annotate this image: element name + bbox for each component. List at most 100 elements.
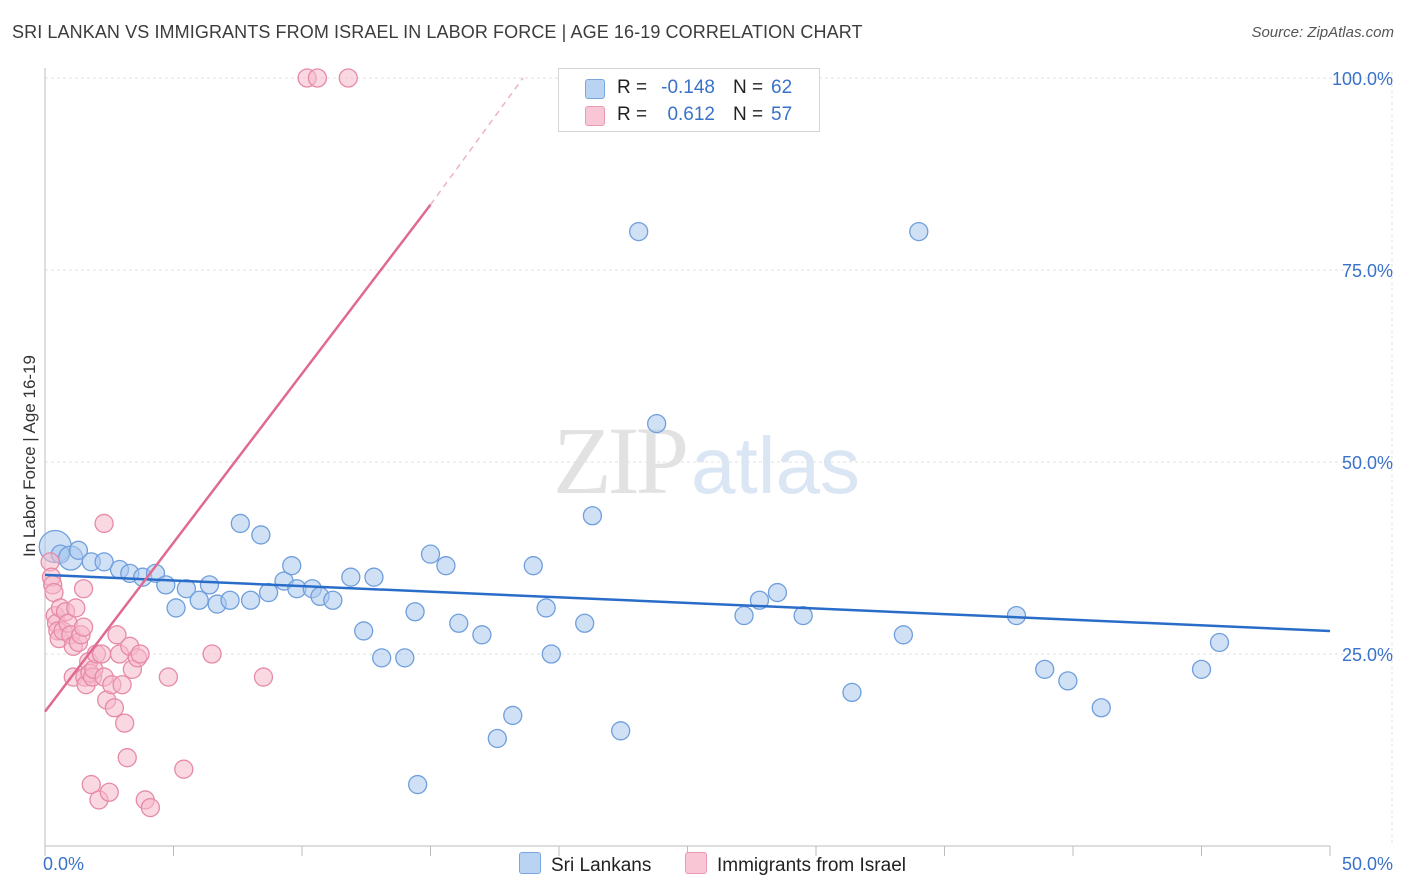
israel-point <box>117 748 137 768</box>
sri-lankan-point <box>94 552 114 572</box>
sri-lankan-point <box>240 590 261 610</box>
israel-point <box>73 579 94 599</box>
watermark-atlas: atlas <box>691 421 860 510</box>
sri-lankan-point <box>282 556 302 576</box>
x-tick-label: 0.0% <box>43 854 84 874</box>
sri-lankan-point <box>472 625 492 645</box>
sri-lankan-point <box>166 598 186 618</box>
israel-point <box>104 698 125 718</box>
israel-trend-extension <box>429 77 524 206</box>
legend-r-value: 0.612 <box>667 104 715 125</box>
israel-point <box>99 782 119 802</box>
israel-point <box>91 644 112 664</box>
legend-row-sri-lankans: R = -0.148 N = 62 <box>559 75 819 101</box>
sri-lankan-point <box>68 540 89 560</box>
legend-swatch-pink <box>585 106 605 126</box>
sri-lankan-point <box>487 728 507 749</box>
sri-lankan-point <box>258 582 279 603</box>
sri-lankan-point <box>629 221 649 242</box>
sri-lankan-point <box>156 575 176 595</box>
israel-point <box>112 675 132 695</box>
legend-row-israel: R = 0.612 N = 57 <box>559 102 819 128</box>
correlation-legend: R = -0.148 N = 62 R = 0.612 N = 57 <box>558 68 820 132</box>
israel-point <box>174 759 194 779</box>
watermark-zip: ZIP <box>553 407 689 514</box>
sri-lankan-point <box>575 613 595 633</box>
legend-item-israel: Immigrants from Israel <box>685 852 906 877</box>
legend-swatch-pink <box>685 852 707 874</box>
sri-lankan-point <box>420 544 441 564</box>
sri-lankan-point <box>1191 659 1212 680</box>
israel-point <box>94 513 114 534</box>
sri-lankan-point <box>176 579 197 599</box>
israel-trend-line <box>44 203 432 713</box>
y-tick-label: 25.0% <box>1342 645 1393 665</box>
sri-lankan-point <box>449 613 469 633</box>
sri-lankan-point <box>767 582 788 603</box>
legend-swatch-blue <box>585 79 605 99</box>
sri-lankan-point <box>189 590 209 610</box>
israel-point <box>107 625 127 645</box>
sri-lankan-point <box>1035 659 1055 680</box>
sri-lankan-point <box>405 602 425 622</box>
sri-lankan-point <box>582 506 603 526</box>
sri-lankan-point <box>893 625 914 645</box>
sri-lankan-point <box>1006 605 1027 626</box>
legend-r-label: R = <box>617 77 648 98</box>
watermark: ZIPatlas <box>553 405 860 516</box>
legend-n-label: N = <box>733 104 764 125</box>
israel-point <box>115 713 135 733</box>
sri-lankan-point <box>220 590 240 610</box>
sri-lankan-point <box>503 705 523 726</box>
y-tick-label: 50.0% <box>1342 453 1393 473</box>
sri-lankan-point <box>372 648 392 668</box>
sri-lankan-point <box>323 590 343 610</box>
sri-lankan-point <box>251 525 271 545</box>
sri-lankan-point <box>611 721 631 741</box>
sri-lankan-point <box>842 682 862 703</box>
sri-lankan-point <box>909 221 929 242</box>
sri-lankan-point <box>1058 671 1078 691</box>
legend-label: Immigrants from Israel <box>717 855 906 876</box>
sri-lankan-point <box>230 513 250 534</box>
israel-point <box>253 667 274 687</box>
sri-lankan-point <box>793 605 813 626</box>
source-label: Source: ZipAtlas.com <box>1251 24 1394 41</box>
israel-point <box>158 667 179 687</box>
sri-lankan-point <box>364 567 384 587</box>
legend-n-value: 57 <box>771 104 793 125</box>
legend-label: Sri Lankans <box>551 855 652 876</box>
x-tick-label: 50.0% <box>1342 854 1393 874</box>
y-tick-label: 75.0% <box>1342 261 1393 281</box>
sri-lankan-point <box>1091 698 1111 718</box>
chart-title: SRI LANKAN VS IMMIGRANTS FROM ISRAEL IN … <box>12 22 863 42</box>
israel-point <box>202 644 222 664</box>
legend-item-sri-lankans: Sri Lankans <box>519 852 651 877</box>
sri-lankan-point <box>734 605 754 626</box>
israel-point <box>338 68 358 88</box>
sri-lankan-point <box>523 556 543 576</box>
sri-lankan-point <box>1209 632 1230 653</box>
sri-lankan-point <box>407 774 428 795</box>
legend-n-value: 62 <box>771 77 793 98</box>
sri-lankan-point <box>199 575 220 595</box>
sri-lankan-point <box>541 644 561 664</box>
sri-lankan-trend-line <box>44 573 1331 633</box>
legend-swatch-blue <box>519 852 541 874</box>
sri-lankan-point <box>647 413 667 434</box>
israel-point <box>130 644 150 664</box>
legend-r-value: -0.148 <box>661 77 715 98</box>
series-legend: Sri Lankans Immigrants from Israel <box>0 852 1406 878</box>
legend-r-label: R = <box>617 104 648 125</box>
sri-lankan-point <box>436 556 456 576</box>
sri-lankan-point <box>354 621 374 641</box>
y-axis-label: In Labor Force | Age 16-19 <box>20 355 39 557</box>
israel-point <box>81 774 101 795</box>
sri-lankan-point <box>341 567 361 587</box>
y-tick-label: 100.0% <box>1332 69 1393 89</box>
legend-n-label: N = <box>733 77 764 98</box>
israel-point <box>66 598 86 618</box>
israel-point <box>307 68 328 88</box>
israel-point <box>140 797 161 818</box>
